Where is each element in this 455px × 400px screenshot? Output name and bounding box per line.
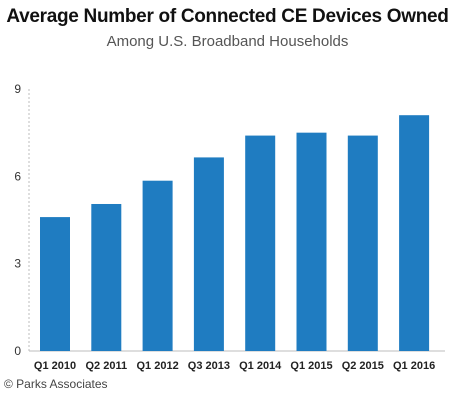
bar — [347, 135, 378, 351]
x-tick-label: Q1 2010 — [34, 360, 76, 372]
bar — [399, 115, 430, 351]
x-tick-label: Q1 2016 — [393, 360, 435, 372]
bar — [40, 217, 70, 351]
chart-title: Average Number of Connected CE Devices O… — [6, 6, 449, 27]
x-tick-label: Q1 2014 — [239, 360, 282, 372]
y-tick-label: 0 — [14, 344, 21, 358]
bar — [193, 157, 224, 351]
x-tick-label: Q3 2013 — [188, 360, 230, 372]
bars — [40, 115, 430, 351]
x-tick-label: Q2 2011 — [86, 360, 128, 372]
y-tick-label: 9 — [14, 82, 21, 96]
bar — [296, 132, 327, 351]
source-credit: © Parks Associates — [4, 377, 108, 391]
bar — [142, 180, 173, 351]
y-tick-label: 3 — [14, 257, 21, 271]
chart-subtitle: Among U.S. Broadband Households — [106, 33, 349, 50]
bar — [91, 203, 122, 351]
x-tick-label: Q2 2015 — [342, 360, 384, 372]
x-tick-labels: Q1 2010 Q2 2011 Q1 2012 Q3 2013 Q1 2014 Q1 20… — [34, 360, 435, 372]
x-tick-label: Q1 2015 — [290, 360, 332, 372]
y-tick-labels: 0 3 6 9 — [14, 82, 21, 358]
bar — [245, 135, 276, 351]
y-tick-label: 6 — [14, 169, 21, 183]
x-tick-label: Q1 2012 — [136, 360, 178, 372]
